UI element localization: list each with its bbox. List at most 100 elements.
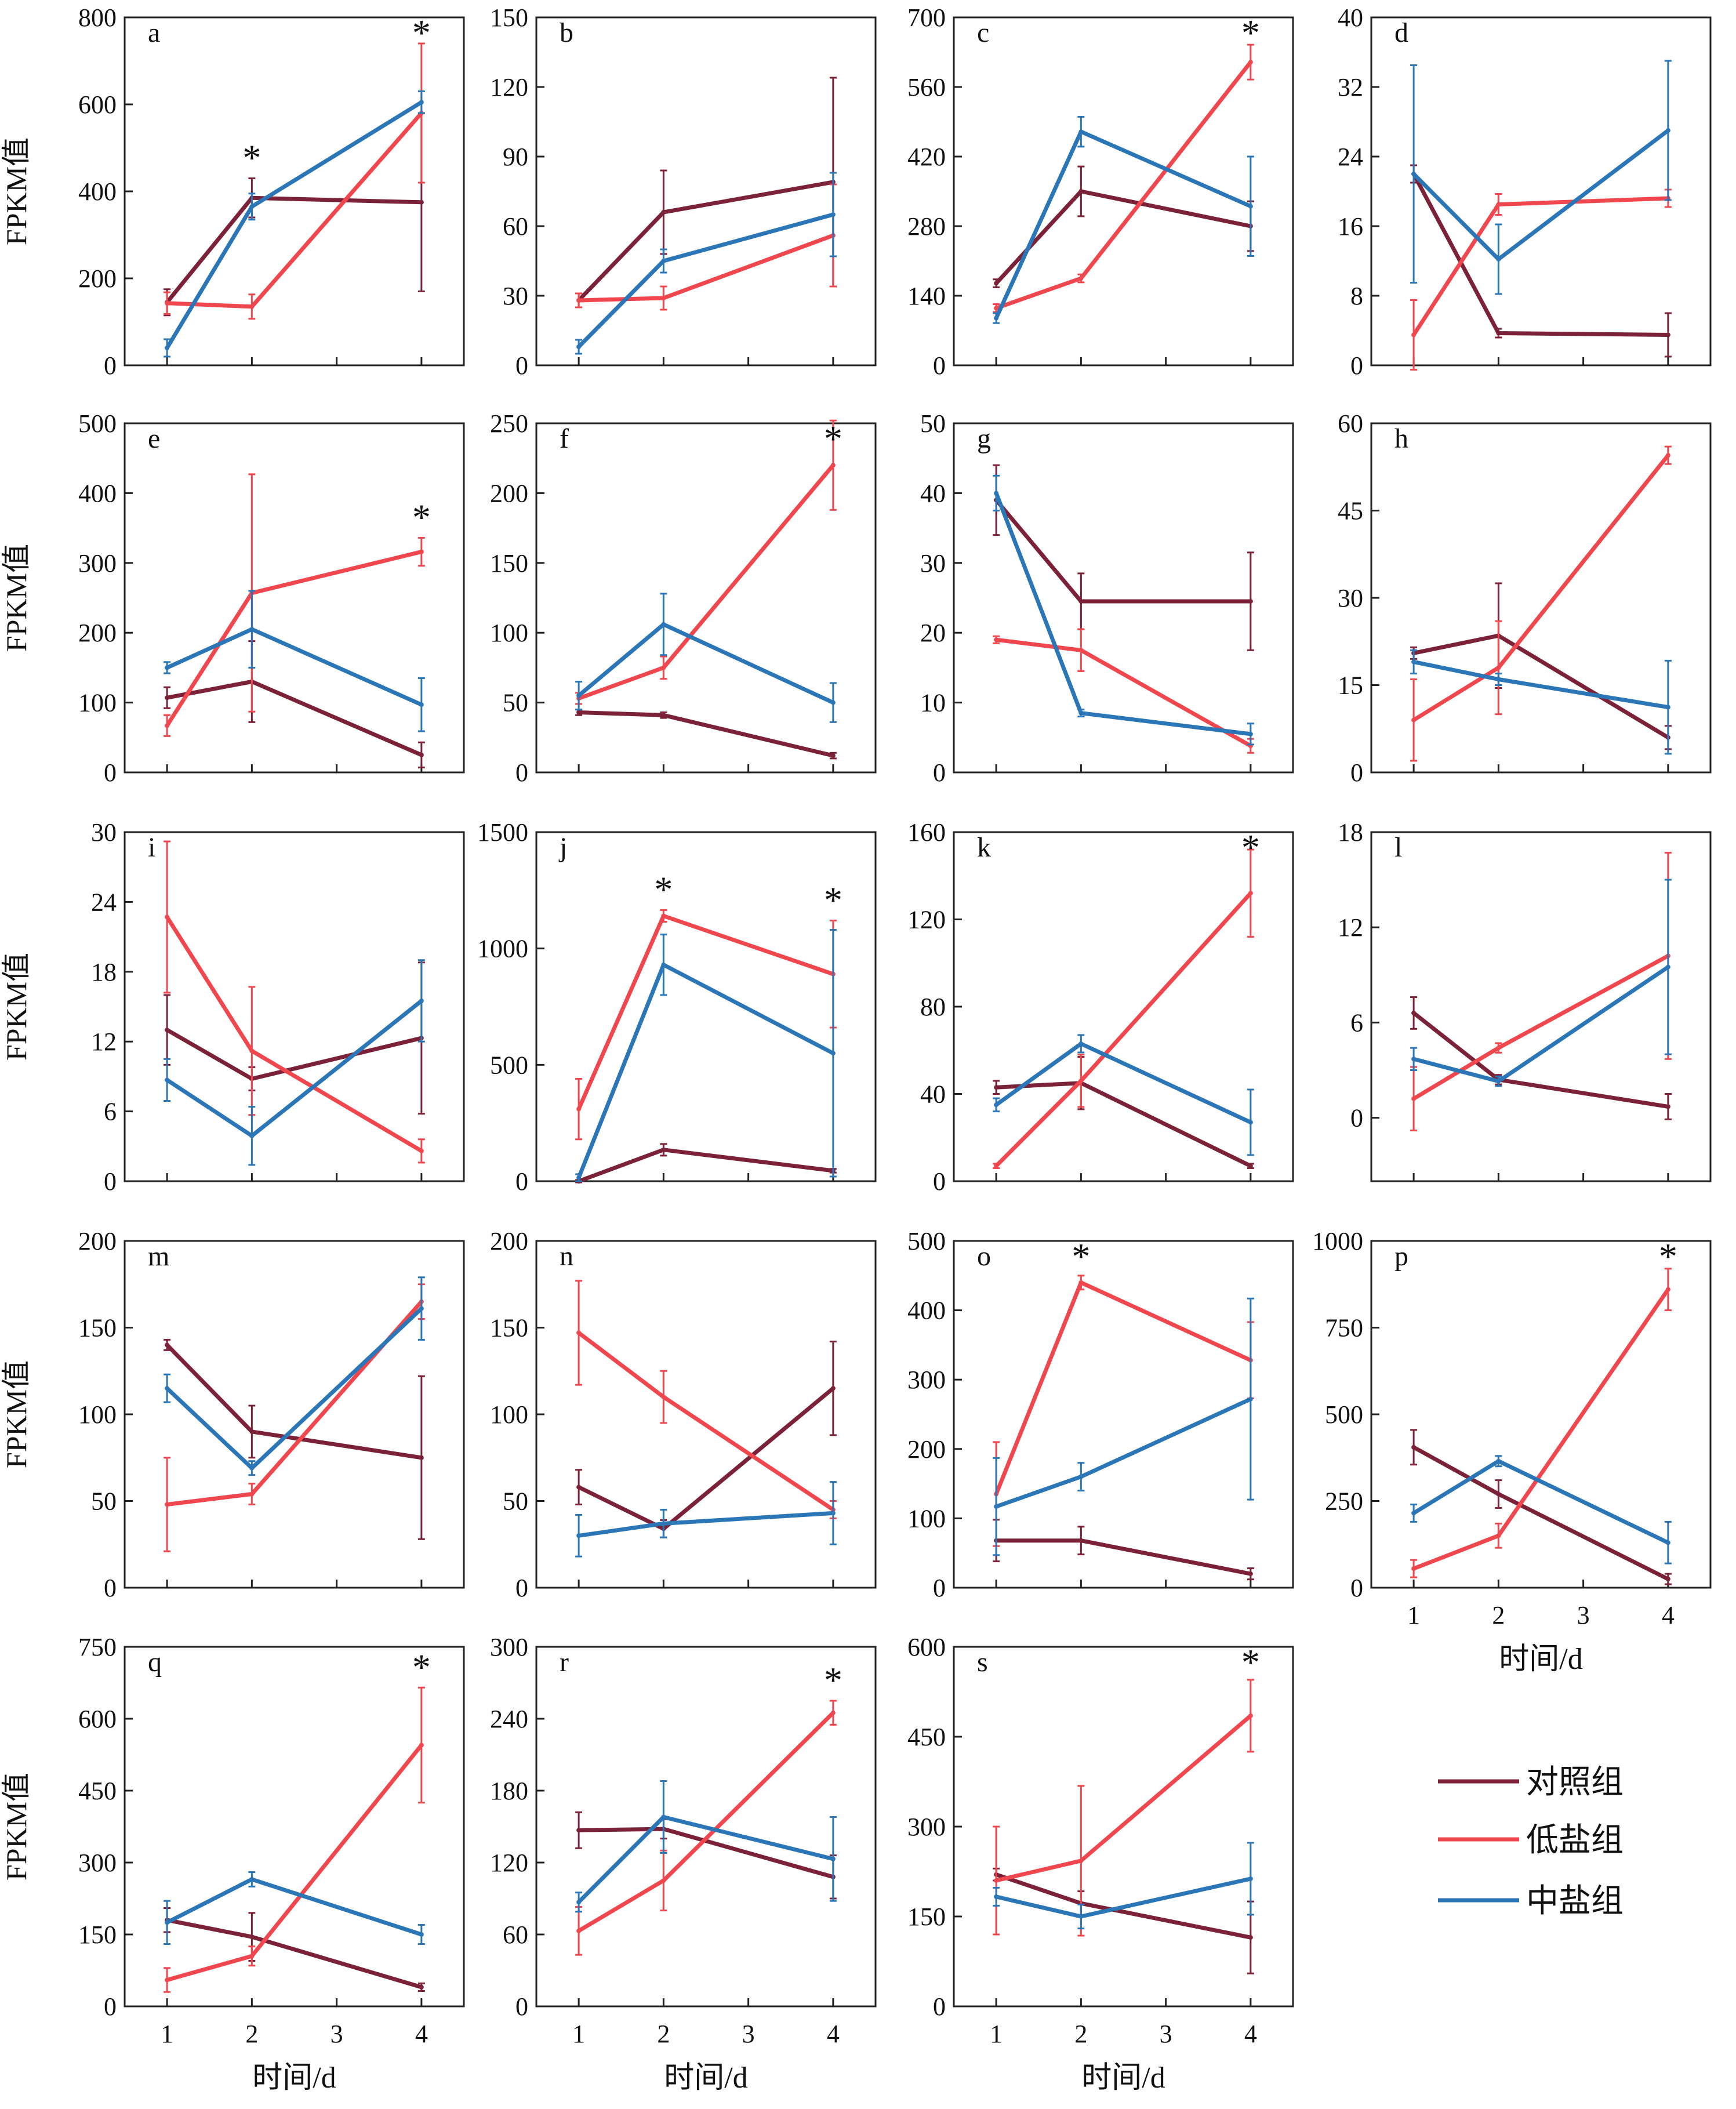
series-line bbox=[1413, 659, 1669, 710]
series-line bbox=[166, 111, 423, 309]
data-point bbox=[249, 304, 255, 309]
x-tick-label: 3 bbox=[742, 2020, 755, 2048]
y-tick-label: 50 bbox=[91, 1487, 117, 1516]
data-point bbox=[994, 306, 999, 311]
y-tick-label: 150 bbox=[490, 1314, 528, 1342]
series-line bbox=[579, 233, 834, 303]
series-line bbox=[576, 963, 834, 1179]
x-tick-label: 1 bbox=[1407, 1601, 1420, 1629]
data-point bbox=[1078, 1078, 1084, 1083]
x-axis-label: 时间/d bbox=[1081, 2061, 1165, 2095]
panel-label: d bbox=[1394, 17, 1408, 48]
y-tick-label: 400 bbox=[78, 177, 117, 206]
data-point bbox=[1248, 1571, 1253, 1577]
y-axis-label: FPKM值 bbox=[0, 1360, 32, 1468]
significance-star: * bbox=[824, 1660, 842, 1701]
series-line bbox=[994, 891, 1252, 1168]
y-tick-label: 200 bbox=[78, 619, 117, 647]
data-point bbox=[576, 298, 582, 303]
series-低盐组 bbox=[164, 1283, 425, 1552]
plot-frame bbox=[124, 831, 465, 1182]
data-point bbox=[1411, 717, 1417, 723]
y-tick-label: 500 bbox=[907, 1227, 946, 1255]
series-line bbox=[996, 1081, 1252, 1168]
y-tick-label: 1000 bbox=[477, 935, 528, 963]
data-point bbox=[1496, 1079, 1501, 1084]
y-tick-label: 60 bbox=[503, 212, 528, 241]
y-tick-label: 30 bbox=[920, 549, 946, 578]
series-中盐组 bbox=[993, 1842, 1254, 1930]
y-tick-label: 120 bbox=[907, 906, 946, 934]
data-point bbox=[165, 723, 170, 728]
panel-c: 0 140 280 420 560 700 c * bbox=[907, 3, 1294, 380]
data-point bbox=[1078, 1280, 1084, 1285]
y-tick-label: 560 bbox=[907, 73, 946, 101]
y-tick-label: 40 bbox=[1338, 3, 1363, 32]
y-tick-label: 500 bbox=[490, 1051, 528, 1079]
series-对照组 bbox=[575, 1143, 837, 1184]
panel-k: 0 40 80 120 160 k * bbox=[907, 818, 1294, 1196]
y-tick-label: 100 bbox=[490, 619, 528, 647]
y-tick-label: 150 bbox=[78, 1314, 117, 1342]
series-低盐组 bbox=[575, 909, 837, 1141]
series-对照组 bbox=[164, 961, 425, 1115]
panel-label: k bbox=[977, 832, 991, 863]
legend-label-control: 对照组 bbox=[1526, 1765, 1624, 1801]
data-point bbox=[419, 199, 424, 205]
y-tick-label: 45 bbox=[1338, 497, 1363, 525]
data-point bbox=[419, 752, 424, 757]
y-tick-label: 18 bbox=[91, 958, 117, 986]
x-tick-label: 2 bbox=[245, 2020, 258, 2048]
data-point bbox=[994, 1163, 999, 1168]
y-tick-label: 420 bbox=[907, 143, 946, 171]
y-tick-label: 150 bbox=[78, 1921, 117, 1949]
series-对照组 bbox=[164, 1907, 425, 1992]
data-point bbox=[165, 695, 170, 700]
series-line bbox=[1412, 1288, 1670, 1571]
x-tick-label: 2 bbox=[1492, 1601, 1505, 1629]
y-tick-label: 300 bbox=[490, 1633, 528, 1661]
significance-star: * bbox=[824, 418, 842, 459]
series-line bbox=[578, 1386, 835, 1531]
data-point bbox=[1078, 1858, 1084, 1863]
data-point bbox=[1411, 332, 1417, 337]
y-tick-label: 1000 bbox=[1312, 1227, 1363, 1255]
data-point bbox=[419, 549, 424, 554]
series-line bbox=[995, 60, 1252, 310]
y-tick-label: 60 bbox=[503, 1921, 528, 1949]
panel-label: b bbox=[560, 17, 573, 48]
panel-label: r bbox=[560, 1647, 569, 1678]
series-line bbox=[995, 1041, 1252, 1124]
y-tick-label: 40 bbox=[920, 1080, 946, 1109]
series-对照组 bbox=[575, 1340, 837, 1538]
y-tick-label: 200 bbox=[490, 1227, 528, 1255]
series-line bbox=[1412, 1445, 1669, 1581]
y-tick-label: 100 bbox=[78, 1400, 117, 1429]
data-point bbox=[661, 962, 666, 967]
y-tick-label: 250 bbox=[1325, 1487, 1363, 1516]
y-tick-label: 250 bbox=[490, 409, 528, 438]
series-对照组 bbox=[1410, 164, 1672, 358]
y-tick-label: 160 bbox=[907, 818, 946, 847]
data-point bbox=[1496, 1491, 1501, 1497]
panel-label: s bbox=[977, 1647, 988, 1678]
data-point bbox=[419, 1306, 424, 1311]
data-point bbox=[830, 1710, 836, 1715]
y-tick-label: 30 bbox=[91, 818, 117, 847]
data-point bbox=[1665, 453, 1670, 458]
series-中盐组 bbox=[164, 1871, 425, 1945]
plot-frame bbox=[1370, 1240, 1712, 1589]
x-tick-label: 1 bbox=[990, 2020, 1003, 2048]
data-point bbox=[1078, 1474, 1084, 1479]
y-tick-label: 0 bbox=[104, 1574, 117, 1602]
data-point bbox=[1411, 1010, 1417, 1015]
y-tick-label: 18 bbox=[1338, 818, 1363, 847]
y-tick-label: 20 bbox=[920, 619, 946, 647]
plot-frame bbox=[124, 1240, 465, 1589]
y-tick-label: 200 bbox=[78, 1227, 117, 1255]
data-point bbox=[1248, 204, 1253, 209]
data-point bbox=[830, 753, 836, 758]
panel-b: 0 30 60 90 120 150 b bbox=[490, 3, 877, 380]
data-point bbox=[165, 346, 170, 350]
data-point bbox=[1411, 1566, 1417, 1571]
